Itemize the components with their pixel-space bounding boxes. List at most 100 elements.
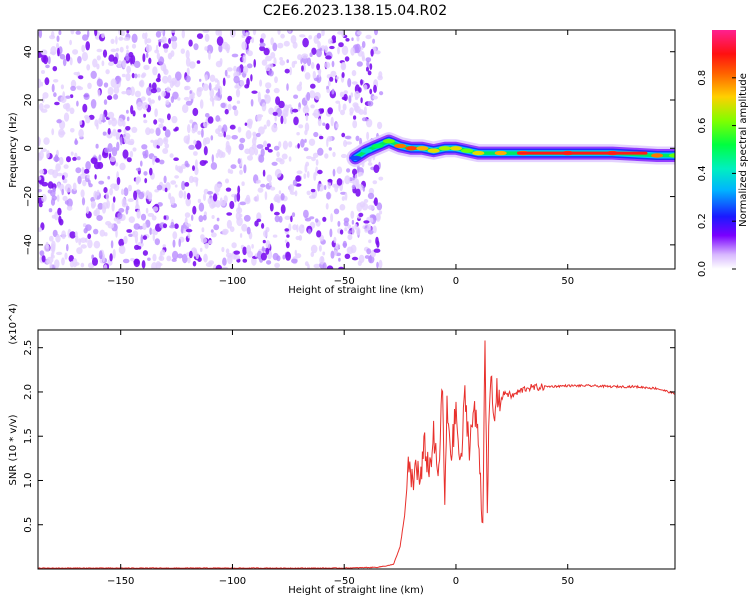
- noise-speck: [335, 76, 340, 80]
- noise-speck: [194, 166, 199, 176]
- noise-speck: [41, 70, 45, 74]
- noise-speck: [348, 95, 352, 104]
- noise-speck: [351, 37, 354, 41]
- noise-speck: [171, 80, 175, 87]
- noise-speck: [149, 227, 153, 235]
- noise-speck: [373, 248, 381, 253]
- noise-speck: [63, 164, 69, 169]
- noise-speck: [344, 253, 351, 259]
- noise-speck: [189, 61, 196, 69]
- noise-speck: [221, 266, 229, 269]
- noise-speck: [256, 194, 260, 202]
- noise-speck: [172, 250, 179, 260]
- noise-speck: [146, 38, 152, 44]
- noise-speck: [367, 100, 374, 107]
- noise-speck: [199, 247, 203, 252]
- noise-speck: [305, 161, 310, 167]
- noise-speck: [284, 68, 290, 74]
- noise-speck: [237, 202, 241, 212]
- noise-speck: [302, 105, 310, 114]
- noise-speck: [373, 164, 380, 173]
- noise-speck: [170, 180, 177, 185]
- noise-speck: [196, 60, 201, 64]
- noise-speck: [141, 144, 148, 150]
- noise-speck: [62, 178, 68, 184]
- noise-speck: [304, 72, 311, 80]
- noise-speck: [349, 107, 354, 114]
- noise-speck: [227, 95, 233, 102]
- noise-speck: [295, 175, 301, 182]
- noise-speck: [347, 234, 353, 241]
- noise-speck: [166, 255, 172, 262]
- noise-speck: [194, 159, 198, 169]
- noise-speck: [201, 128, 204, 138]
- noise-speck: [188, 39, 193, 47]
- noise-speck: [174, 223, 179, 229]
- noise-speck: [162, 244, 166, 248]
- noise-speck: [327, 179, 333, 183]
- noise-speck: [341, 132, 346, 138]
- noise-speck: [367, 204, 375, 211]
- noise-speck: [185, 228, 193, 233]
- noise-speck: [246, 63, 253, 69]
- noise-speck: [304, 122, 310, 132]
- noise-speck: [260, 148, 265, 157]
- noise-speck: [251, 37, 255, 44]
- noise-speck: [135, 176, 141, 184]
- noise-speck: [103, 99, 108, 105]
- noise-speck: [342, 103, 347, 111]
- noise-speck: [366, 60, 370, 68]
- noise-speck: [223, 131, 226, 138]
- noise-speck: [353, 103, 359, 112]
- noise-speck: [327, 135, 333, 142]
- noise-speck: [333, 249, 338, 256]
- noise-speck: [154, 108, 158, 117]
- noise-speck: [322, 262, 327, 269]
- noise-speck: [118, 238, 125, 247]
- ridge-point: [405, 146, 418, 151]
- snr-y-tick-label: 2.0: [23, 384, 34, 400]
- noise-speck: [211, 97, 215, 107]
- noise-speck: [375, 236, 379, 246]
- noise-speck: [236, 100, 241, 104]
- noise-speck: [273, 57, 277, 66]
- noise-speck: [109, 187, 113, 196]
- noise-speck: [94, 174, 97, 180]
- noise-speck: [204, 242, 209, 249]
- noise-speck: [280, 33, 285, 39]
- noise-speck: [250, 99, 254, 107]
- noise-speck: [182, 253, 188, 264]
- noise-speck: [125, 126, 131, 131]
- noise-speck: [107, 111, 115, 119]
- noise-speck: [316, 230, 322, 238]
- noise-speck: [263, 140, 268, 148]
- noise-speck: [47, 181, 54, 189]
- noise-speck: [125, 207, 129, 215]
- noise-speck: [154, 238, 160, 246]
- noise-speck: [265, 55, 272, 62]
- noise-speck: [142, 222, 147, 231]
- noise-speck: [244, 148, 251, 155]
- noise-speck: [57, 207, 62, 216]
- noise-speck: [90, 70, 97, 79]
- noise-speck: [130, 257, 135, 262]
- noise-speck: [102, 113, 105, 124]
- noise-speck: [110, 117, 118, 127]
- noise-speck: [55, 234, 61, 243]
- noise-speck: [145, 44, 152, 53]
- noise-speck: [351, 81, 358, 85]
- noise-speck: [238, 213, 243, 218]
- noise-speck: [151, 262, 158, 269]
- noise-speck: [261, 102, 267, 112]
- noise-speck: [174, 175, 180, 179]
- noise-speck: [333, 236, 337, 243]
- noise-speck: [181, 180, 186, 191]
- noise-speck: [116, 141, 120, 151]
- noise-speck: [142, 102, 149, 110]
- noise-speck: [222, 77, 226, 87]
- noise-speck: [310, 62, 315, 69]
- noise-speck: [79, 173, 87, 179]
- spectrogram-x-tick-label: 50: [561, 276, 574, 287]
- ridge-point: [371, 143, 384, 149]
- noise-speck: [317, 40, 321, 49]
